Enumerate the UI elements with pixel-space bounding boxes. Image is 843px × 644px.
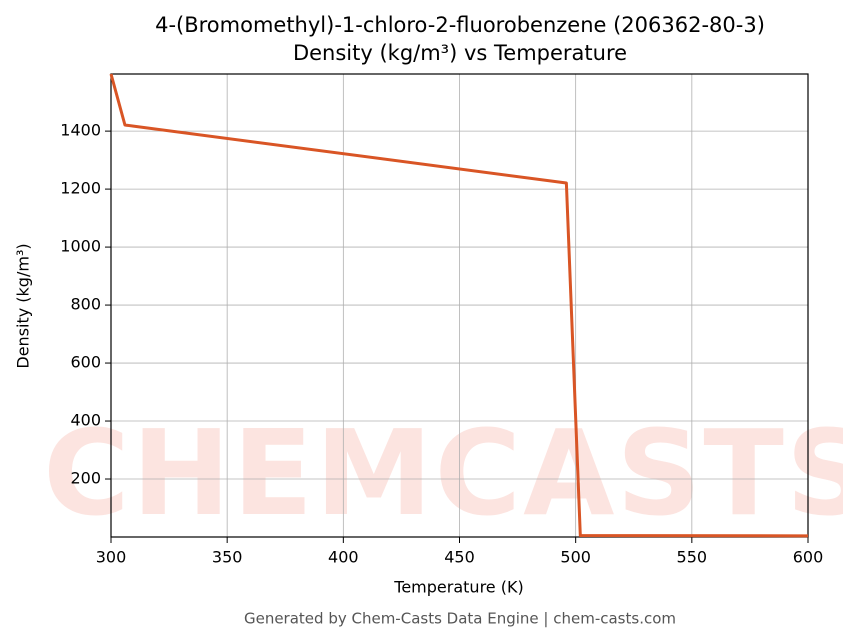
chart-subtitle: Density (kg/m³) vs Temperature — [293, 41, 627, 65]
y-tick-label: 400 — [70, 411, 101, 430]
y-tick-label: 600 — [70, 353, 101, 372]
x-tick-label: 450 — [444, 548, 475, 567]
y-tick-label: 800 — [70, 295, 101, 314]
y-tick-label: 1400 — [60, 121, 101, 140]
x-tick-label: 500 — [560, 548, 591, 567]
plot-frame — [110, 73, 809, 538]
y-axis-label: Density (kg/m³) — [14, 243, 33, 368]
x-tick-label: 350 — [212, 548, 243, 567]
chart-title: 4-(Bromomethyl)-1-chloro-2-fluorobenzene… — [155, 13, 765, 37]
x-tick-label: 600 — [793, 548, 824, 567]
watermark: CHEMCASTS — [43, 404, 843, 542]
x-tick-label: 400 — [328, 548, 359, 567]
data-line — [109, 73, 809, 538]
footer: Generated by Chem-Casts Data Engine | ch… — [244, 610, 676, 628]
y-tick-label: 1200 — [60, 179, 101, 198]
y-tick-label: 1000 — [60, 237, 101, 256]
x-axis-label: Temperature (K) — [393, 578, 523, 597]
y-tick-label: 200 — [70, 469, 101, 488]
x-tick-label: 550 — [677, 548, 708, 567]
x-tick-label: 300 — [96, 548, 127, 567]
